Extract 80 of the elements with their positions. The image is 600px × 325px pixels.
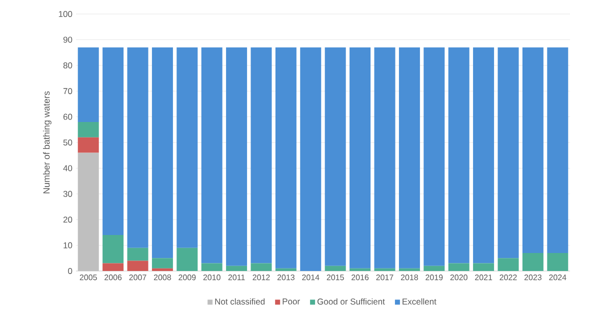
bar	[152, 258, 173, 268]
bar	[275, 47, 296, 268]
bar	[498, 258, 519, 271]
bar	[102, 263, 124, 271]
y-tick-label: 100	[58, 11, 72, 18]
bar	[226, 47, 248, 266]
bar	[522, 253, 544, 271]
x-tick-label: 2010	[203, 274, 220, 280]
y-tick-label: 60	[63, 114, 72, 120]
x-tick-label: 2005	[80, 274, 97, 280]
bar	[498, 47, 519, 258]
x-tick-label: 2009	[178, 274, 196, 280]
bar	[398, 268, 420, 271]
bar	[300, 47, 322, 271]
bar	[374, 47, 396, 268]
legend-label: Poor	[282, 298, 300, 304]
y-tick-label: 90	[63, 36, 72, 43]
y-tick-label: 30	[63, 190, 72, 197]
bar	[78, 47, 99, 122]
bar	[275, 268, 296, 271]
bar	[448, 263, 470, 271]
x-tick-label: 2013	[277, 274, 294, 280]
bar	[374, 268, 396, 271]
bar	[398, 47, 420, 268]
bar	[350, 268, 371, 271]
y-tick-label: 10	[64, 242, 72, 248]
y-tick-label: 50	[63, 140, 72, 146]
x-tick-label: 2016	[352, 274, 369, 280]
bar	[324, 47, 346, 266]
bar	[127, 260, 148, 271]
y-tick-label: 80	[63, 62, 72, 68]
bar	[102, 235, 124, 264]
x-tick-label: 2007	[129, 274, 146, 280]
x-tick-label: 2019	[426, 274, 443, 280]
bar	[522, 47, 544, 254]
bar	[152, 47, 173, 258]
x-tick-label: 2021	[475, 274, 492, 280]
x-tick-label: 2020	[450, 274, 468, 280]
legend-label: Good or Sufficient	[317, 298, 385, 305]
bar	[324, 266, 346, 271]
x-tick-label: 2012	[252, 274, 270, 280]
y-tick-label: 0	[68, 268, 72, 274]
x-tick-label: 2008	[154, 274, 171, 280]
bar	[78, 137, 99, 153]
bar	[547, 253, 568, 271]
bar	[201, 263, 222, 271]
bar	[176, 47, 198, 248]
y-tick-label: 40	[63, 165, 72, 172]
bar	[226, 266, 248, 271]
bar	[448, 47, 470, 264]
bar	[547, 47, 568, 254]
y-tick-label: 70	[63, 88, 72, 94]
bar	[250, 47, 272, 264]
bar	[78, 152, 99, 271]
bar	[127, 248, 148, 261]
bar	[201, 47, 222, 264]
bar	[473, 47, 494, 264]
bar	[102, 47, 124, 236]
y-axis-title: Number of bathing waters	[43, 91, 52, 194]
bar	[78, 122, 99, 138]
bar	[350, 47, 371, 268]
x-tick-label: 2018	[400, 274, 418, 280]
x-tick-label: 2006	[104, 274, 122, 280]
legend-label: Not classified	[215, 298, 265, 305]
bar	[176, 248, 198, 271]
x-tick-label: 2023	[524, 274, 542, 280]
x-tick-label: 2014	[302, 274, 320, 280]
y-tick-label: 20	[63, 216, 72, 223]
legend-label: Excellent	[402, 298, 436, 305]
bar	[250, 263, 272, 271]
bar	[424, 266, 445, 271]
x-tick-label: 2015	[326, 274, 344, 280]
bar	[424, 47, 445, 266]
bar	[127, 47, 148, 248]
x-tick-label: 2017	[376, 274, 394, 280]
bar	[152, 268, 173, 271]
x-tick-label: 2022	[500, 274, 517, 280]
bar	[473, 263, 494, 271]
x-tick-label: 2024	[549, 274, 566, 280]
x-tick-label: 2011	[228, 274, 245, 280]
